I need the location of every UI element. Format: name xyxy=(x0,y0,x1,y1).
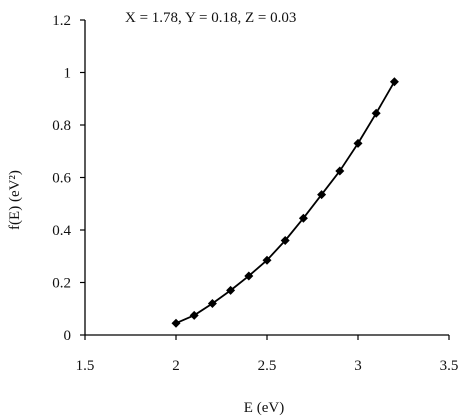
chart-annotation: X = 1.78, Y = 0.18, Z = 0.03 xyxy=(125,10,296,26)
data-point xyxy=(207,299,217,308)
data-point xyxy=(262,255,272,265)
data-point xyxy=(298,213,308,223)
data-point xyxy=(171,318,181,328)
series-line xyxy=(175,81,396,325)
x-tick-label: 3.5 xyxy=(440,358,459,374)
data-point xyxy=(189,310,199,320)
x-axis-title: E (eV) xyxy=(244,400,284,416)
data-point xyxy=(244,271,254,281)
x-tick-label: 2 xyxy=(172,358,180,374)
y-tick-label: 1 xyxy=(64,66,72,82)
y-tick-label: 0.2 xyxy=(52,276,71,292)
y-axis-ticks: 0 0.2 0.4 0.6 0.8 1 1.2 xyxy=(52,13,85,344)
series-group xyxy=(171,77,399,328)
data-point xyxy=(353,138,363,148)
data-point xyxy=(371,108,381,118)
data-point xyxy=(226,285,236,295)
y-tick-label: 0.8 xyxy=(52,118,71,134)
x-axis-ticks: 1.5 2 2.5 3 3.5 xyxy=(76,335,459,374)
axes xyxy=(84,20,449,336)
data-point xyxy=(335,166,345,176)
y-tick-label: 0.6 xyxy=(52,171,71,187)
data-point xyxy=(317,190,327,200)
y-axis-title: f(E) (eV²) xyxy=(7,170,23,230)
y-tick-label: 0.4 xyxy=(52,223,71,239)
y-tick-label: 1.2 xyxy=(52,13,71,29)
data-point xyxy=(280,236,290,245)
y-tick-label: 0 xyxy=(64,328,72,344)
x-tick-label: 1.5 xyxy=(76,358,95,374)
x-tick-label: 3 xyxy=(354,358,362,374)
data-point xyxy=(389,77,399,87)
x-tick-label: 2.5 xyxy=(258,358,277,374)
